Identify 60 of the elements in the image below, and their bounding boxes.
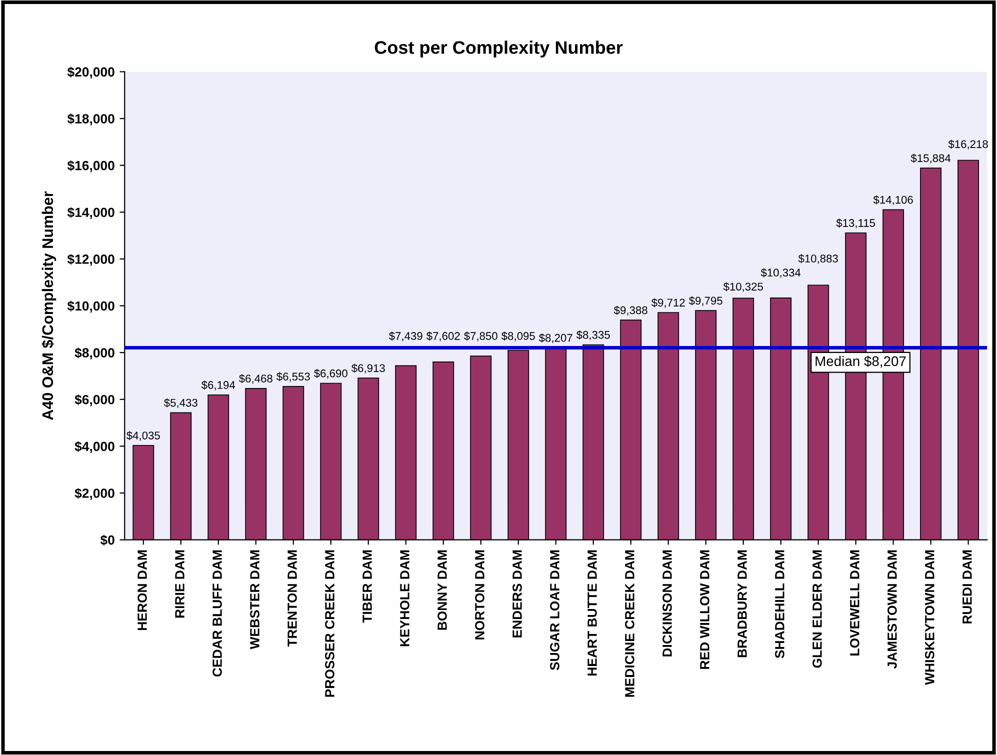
data-label: $10,334 — [760, 268, 801, 278]
y-tick-label: $4,000 — [74, 441, 114, 454]
x-tick-label: TIBER DAM — [362, 550, 372, 623]
data-label: $6,913 — [351, 364, 385, 374]
y-tick-label: $12,000 — [67, 254, 114, 266]
x-tick-label: MEDICINE CREEK DAM — [625, 550, 634, 697]
data-label: $7,602 — [426, 332, 460, 342]
data-label: $9,388 — [614, 306, 648, 316]
data-label: $4,035 — [126, 431, 160, 441]
y-tick-label: $16,000 — [67, 160, 114, 172]
x-tick-label: DICKINSON DAM — [662, 550, 672, 656]
data-label: $8,335 — [576, 330, 610, 340]
data-label: $5,433 — [164, 398, 198, 408]
x-tick-label: CEDAR BLUFF DAM — [212, 550, 222, 677]
x-tick-label: BRADBURY DAM — [738, 550, 747, 658]
chart-title: Cost per Complexity Number — [374, 40, 623, 58]
data-label: $9,795 — [688, 296, 722, 306]
data-label: $16,218 — [948, 140, 988, 150]
y-tick-label: $8,000 — [74, 348, 114, 360]
x-tick-label: RUEDI DAM — [962, 550, 972, 624]
y-axis-title: A40 O&M $/Complexity Number — [42, 191, 56, 420]
x-tick-label: WEBSTER DAM — [250, 550, 260, 650]
data-label: $7,850 — [464, 332, 498, 342]
x-tick-label: JAMESTOWN DAM — [887, 550, 897, 669]
data-label: $9,712 — [651, 298, 685, 308]
data-label: $7,439 — [388, 332, 422, 342]
x-tick-label: NORTON DAM — [475, 550, 484, 640]
x-tick-label: KEYHOLE DAM — [400, 550, 410, 646]
data-label: $8,207 — [538, 333, 572, 344]
data-label: $10,325 — [723, 282, 763, 292]
x-tick-label: PROSSER CREEK DAM — [325, 550, 334, 697]
x-tick-label: LOVEWELL DAM — [850, 550, 860, 656]
x-tick-label: HERON DAM — [138, 550, 147, 630]
x-tick-label: BONNY DAM — [438, 550, 447, 630]
data-label: $15,884 — [910, 154, 951, 164]
data-label: $13,115 — [836, 218, 876, 228]
x-tick-label: SUGAR LOAF DAM — [550, 550, 560, 670]
y-tick-label: $18,000 — [67, 114, 114, 126]
data-label: $6,690 — [314, 368, 348, 379]
y-tick-label: $2,000 — [74, 488, 114, 500]
x-tick-label: TRENTON DAM — [288, 550, 297, 647]
data-label: $6,468 — [238, 374, 272, 384]
x-tick-label: SHADEHILL DAM — [775, 550, 784, 658]
x-tick-label: ENDERS DAM — [512, 550, 522, 638]
x-tick-label: HEART BUTTE DAM — [588, 550, 597, 676]
data-label: $8,095 — [501, 332, 535, 342]
ref-line-label: Median $8,207 — [816, 356, 906, 368]
data-label: $10,883 — [798, 254, 838, 264]
x-tick-label: GLEN ELDER DAM — [812, 550, 822, 668]
x-tick-label: RED WILLOW DAM — [700, 550, 710, 669]
y-tick-label: $0 — [100, 534, 114, 546]
y-tick-label: $10,000 — [67, 300, 114, 313]
data-label: $6,553 — [276, 372, 310, 382]
x-tick-label: RIRIE DAM — [175, 550, 184, 618]
data-label: $6,194 — [201, 380, 236, 390]
y-tick-label: $20,000 — [67, 66, 114, 79]
y-tick-label: $6,000 — [74, 394, 114, 406]
y-tick-label: $14,000 — [67, 207, 114, 219]
x-tick-label: WHISKEYTOWN DAM — [924, 550, 934, 685]
data-label: $14,106 — [873, 195, 913, 206]
